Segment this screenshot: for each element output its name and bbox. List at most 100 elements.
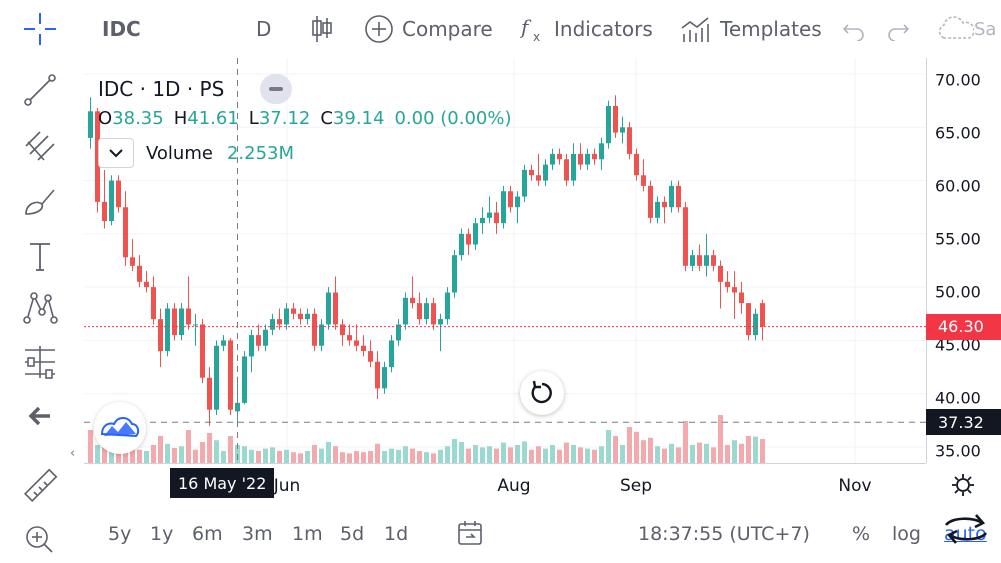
volume-bar <box>690 445 695 463</box>
candle-body <box>634 153 639 176</box>
candle-body <box>452 255 457 293</box>
range-3m-button[interactable]: 3m <box>242 523 273 545</box>
candle-body <box>116 180 121 208</box>
trend-line-tool[interactable] <box>18 68 62 112</box>
candle-body <box>333 292 338 325</box>
ruler-tool[interactable] <box>18 464 62 508</box>
candle-body <box>298 313 303 320</box>
candles-icon <box>312 16 332 42</box>
volume-bar <box>277 451 282 463</box>
candle-body <box>158 319 163 352</box>
candle-body <box>270 319 275 330</box>
collapse-icon[interactable]: ‹ <box>70 446 76 461</box>
redo-button[interactable] <box>886 14 910 44</box>
candle-body <box>690 255 695 266</box>
volume-bar <box>550 445 555 463</box>
candle-body <box>704 255 709 266</box>
volume-bar <box>333 446 338 463</box>
volume-bar <box>424 452 429 463</box>
volume-bar <box>508 447 513 463</box>
volume-bar <box>361 452 366 463</box>
volume-bar <box>704 443 709 463</box>
candle-body <box>396 324 401 341</box>
reset-chart-button[interactable] <box>520 371 564 415</box>
volume-bar <box>158 436 163 463</box>
zoom-tool[interactable] <box>18 518 62 562</box>
templates-icon <box>681 17 709 42</box>
range-5y-button[interactable]: 5y <box>108 523 132 545</box>
price-tick: 50.00 <box>935 282 981 302</box>
volume-bar <box>207 433 212 463</box>
brush-tool[interactable] <box>18 180 62 224</box>
volume-bar <box>263 448 268 463</box>
symbol-search-button[interactable]: IDC <box>102 14 141 44</box>
volume-bar <box>431 453 436 463</box>
save-button[interactable]: Sa <box>934 14 996 44</box>
volume-bar <box>725 445 730 463</box>
volume-bar <box>221 451 226 463</box>
candle-body <box>137 265 142 282</box>
clock-time[interactable]: 18:37:55 (UTC+7) <box>638 523 810 545</box>
time-tick: Nov <box>838 476 872 496</box>
range-1y-button[interactable]: 1y <box>150 523 174 545</box>
candle-body <box>172 308 177 336</box>
volume-bar <box>620 445 625 463</box>
percent-scale-button[interactable]: % <box>852 523 871 545</box>
volume-bar <box>347 453 352 463</box>
plus-circle-icon <box>365 15 393 43</box>
indicators-label: Indicators <box>554 17 653 41</box>
candle-body <box>494 212 499 224</box>
price-scale[interactable]: 70.00 65.00 60.00 55.00 50.00 45.00 40.0… <box>926 58 1001 463</box>
time-scale[interactable]: Jun Aug Sep Nov 16 May '22 <box>84 463 926 505</box>
candle-body <box>543 164 548 181</box>
pitchfork-icon <box>25 131 55 161</box>
pitchfork-tool[interactable] <box>18 124 62 168</box>
candle-body <box>529 169 534 176</box>
text-tool[interactable] <box>18 234 62 278</box>
compare-button[interactable]: Compare <box>364 14 493 44</box>
volume-bar <box>459 442 464 463</box>
candle-body <box>466 233 471 245</box>
goto-date-button[interactable] <box>456 519 484 552</box>
range-1m-button[interactable]: 1m <box>292 523 323 545</box>
chart-settings-button[interactable] <box>950 472 976 498</box>
indicators-button[interactable]: f x Indicators <box>520 14 653 44</box>
volume-bar <box>312 445 317 463</box>
candle-body <box>354 340 359 346</box>
candle-body <box>459 233 464 256</box>
log-scale-button[interactable]: log <box>892 523 921 545</box>
volume-bar <box>515 445 520 463</box>
volume-bar <box>662 448 667 463</box>
volume-bar <box>396 449 401 463</box>
candle-body <box>613 105 618 133</box>
volume-bar <box>242 446 247 463</box>
tradingview-logo[interactable] <box>94 402 146 454</box>
range-1d-button[interactable]: 1d <box>384 523 409 545</box>
pattern-tool[interactable] <box>18 286 62 330</box>
volume-bar <box>410 448 415 463</box>
volume-bar <box>214 440 219 463</box>
volume-bar <box>186 430 191 463</box>
volume-bar <box>326 442 331 463</box>
volume-bar <box>291 452 296 463</box>
volume-bar <box>655 446 660 463</box>
candle-body <box>410 297 415 304</box>
volume-bar <box>466 448 471 463</box>
interval-button[interactable]: D <box>256 14 271 44</box>
crosshair-tool-button[interactable] <box>22 13 58 45</box>
volume-toggle-button[interactable] <box>98 138 134 168</box>
volume-bar <box>270 447 275 463</box>
chart-pane[interactable]: IDC · 1D · PS O 38.35 H 41.61 L 37.12 C … <box>84 58 926 463</box>
range-6m-button[interactable]: 6m <box>192 523 223 545</box>
legend-collapse-button[interactable] <box>260 74 293 104</box>
volume-bar <box>193 449 198 463</box>
hide-toolbar-button[interactable] <box>18 394 62 438</box>
range-5d-button[interactable]: 5d <box>340 523 365 545</box>
undo-button[interactable] <box>842 14 866 44</box>
templates-button[interactable]: Templates <box>680 14 822 44</box>
candlestick-chart[interactable] <box>84 58 926 463</box>
legend-volume-row: Volume 2.253M <box>98 138 294 168</box>
chart-type-button[interactable] <box>310 14 334 44</box>
measure-tool[interactable] <box>18 340 62 384</box>
back-arrow-icon <box>28 406 50 426</box>
